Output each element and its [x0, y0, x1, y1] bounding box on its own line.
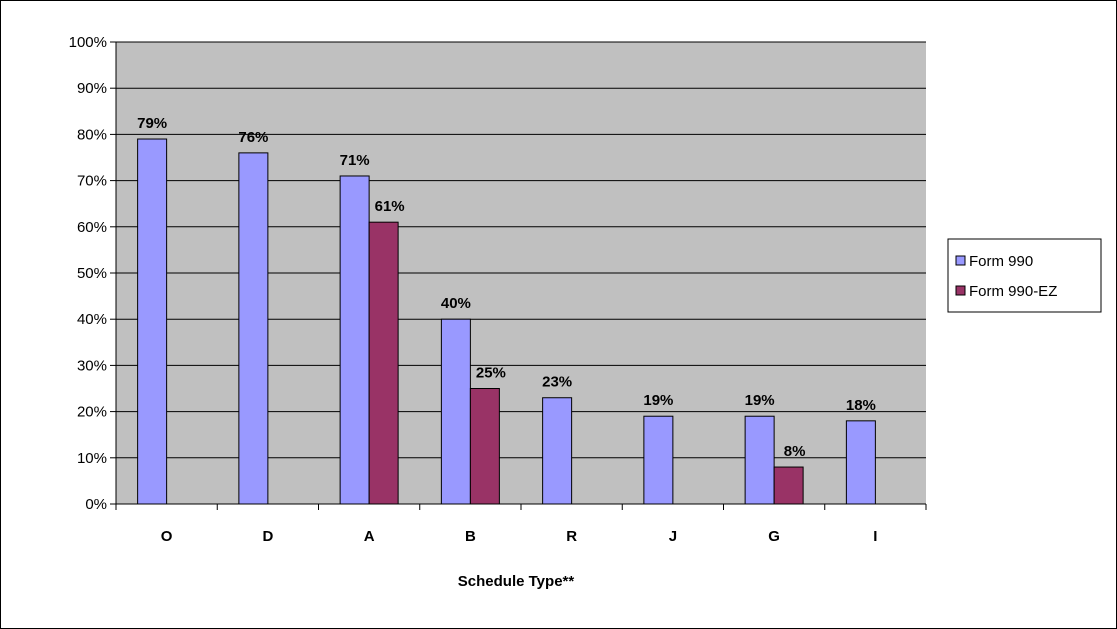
data-label: 61% — [375, 198, 405, 215]
y-tick-label: 10% — [77, 450, 107, 467]
y-tick-label: 0% — [85, 496, 107, 513]
bar-form-990-o — [137, 138, 168, 505]
y-tick-label: 60% — [77, 219, 107, 236]
y-tick-label: 80% — [77, 126, 107, 143]
bar-form-990-g — [744, 415, 775, 505]
x-tick-label: G — [768, 528, 780, 545]
x-tick-label: O — [161, 528, 173, 545]
bar-form-990-r — [542, 397, 573, 505]
bar-form-990-a — [339, 175, 370, 505]
x-tick-label: R — [566, 528, 577, 545]
bar-form-990-b — [440, 318, 471, 505]
bar-form-990-ez-b — [469, 388, 500, 505]
x-axis-title: Schedule Type** — [458, 573, 575, 590]
y-tick-label: 70% — [77, 173, 107, 190]
x-tick-label: I — [873, 528, 877, 545]
data-label: 40% — [441, 295, 471, 312]
axes — [110, 41, 927, 510]
legend-swatch-form-990 — [955, 255, 966, 266]
data-label: 25% — [476, 365, 506, 382]
bar-form-990-i — [845, 420, 876, 505]
x-tick-label: B — [465, 528, 476, 545]
data-label: 8% — [784, 443, 806, 460]
y-tick-label: 30% — [77, 357, 107, 374]
legend: Form 990 Form 990-EZ — [947, 238, 1102, 313]
data-label: 23% — [542, 374, 572, 391]
y-tick-label: 50% — [77, 265, 107, 282]
y-tick-label: 20% — [77, 404, 107, 421]
data-labels: 79% 76% 71% 61% 40% 25% 23% 19% 19% 8% 18% — [137, 115, 876, 460]
y-tick-label: 100% — [69, 34, 107, 51]
data-label: 19% — [745, 392, 775, 409]
x-tick-label: D — [262, 528, 273, 545]
x-tick-label: A — [364, 528, 375, 545]
bar-form-990-j — [643, 415, 674, 505]
data-label: 76% — [238, 129, 268, 146]
legend-label-form-990-ez: Form 990-EZ — [969, 283, 1057, 300]
legend-label-form-990: Form 990 — [969, 253, 1033, 270]
bar-form-990-d — [238, 152, 269, 505]
data-label: 18% — [846, 397, 876, 414]
y-tick-labels: 0% 10% 20% 30% 40% 50% 60% 70% 80% 90% 100% — [69, 34, 107, 513]
bar-form-990-ez-g — [773, 466, 804, 505]
bar-form-990-ez-a — [368, 221, 399, 505]
data-label: 79% — [137, 115, 167, 132]
data-label: 19% — [643, 392, 673, 409]
bars — [137, 138, 876, 505]
legend-box — [947, 238, 1102, 313]
y-tick-label: 90% — [77, 80, 107, 97]
y-tick-label: 40% — [77, 311, 107, 328]
data-label: 71% — [340, 152, 370, 169]
x-tick-label: J — [669, 528, 677, 545]
legend-swatch-form-990-ez — [955, 285, 966, 296]
